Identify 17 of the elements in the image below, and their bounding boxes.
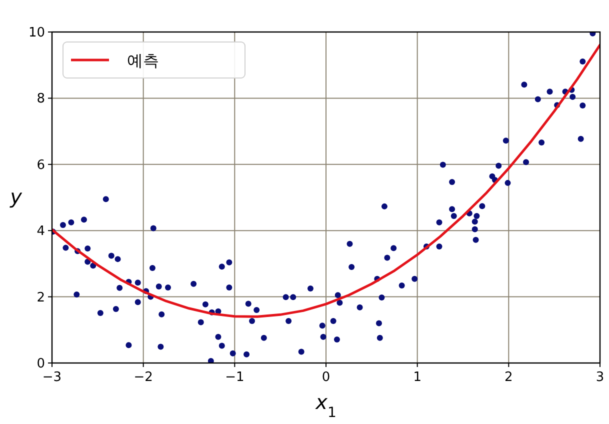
x-tick-label: 1 [413, 370, 422, 385]
y-tick-label: 0 [36, 356, 45, 372]
x-tick-label: 0 [322, 370, 330, 385]
x-tick-label: 3 [596, 370, 604, 385]
y-tick-label: 10 [28, 26, 45, 40]
legend-label: 예측 [127, 51, 159, 70]
legend: 예측 [62, 42, 246, 78]
x-tick-label: −2 [134, 370, 153, 385]
x-tick-label: 2 [504, 370, 513, 385]
y-axis-title: y [9, 184, 24, 208]
y-tick-label: 4 [36, 224, 45, 240]
x-axis-title: x$_{1}$ [314, 390, 336, 421]
y-tick-label: 8 [36, 92, 45, 107]
y-tick-label: 6 [36, 158, 45, 173]
y-tick-label: 2 [36, 290, 45, 306]
x-tick-label: −3 [42, 370, 62, 385]
x-tick-label: −1 [225, 370, 244, 385]
